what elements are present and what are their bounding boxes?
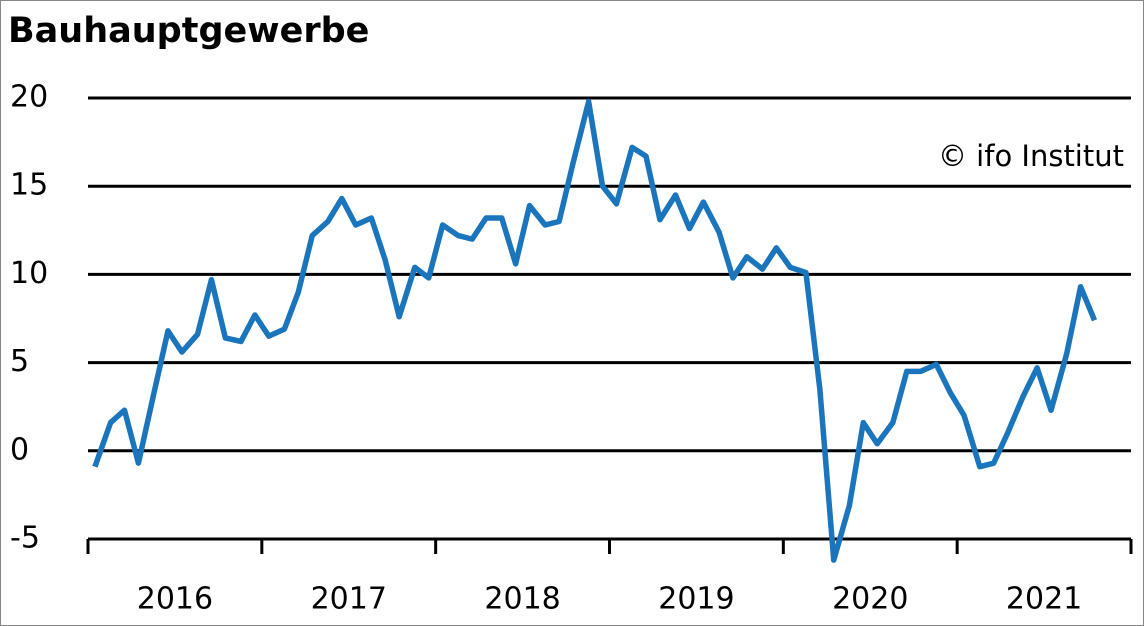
y-tick-label: 10 <box>10 256 48 291</box>
x-tick-label: 2017 <box>311 582 387 617</box>
y-tick-label: 5 <box>10 344 29 379</box>
x-tick-label: 2016 <box>137 582 213 617</box>
y-tick-label: 0 <box>10 432 29 467</box>
data-line <box>92 98 1098 563</box>
chart-title: Bauhauptgewerbe <box>8 11 369 51</box>
y-tick-label: 15 <box>10 168 48 203</box>
x-tick-label: 2018 <box>484 582 560 617</box>
x-tick-label: 2020 <box>832 582 908 617</box>
annotation: © ifo Institut <box>938 139 1124 173</box>
y-tick-label: 20 <box>10 80 48 115</box>
x-tick-label: 2021 <box>1006 582 1082 617</box>
y-tick-label: -5 <box>10 521 40 556</box>
x-tick-label: 2019 <box>658 582 734 617</box>
